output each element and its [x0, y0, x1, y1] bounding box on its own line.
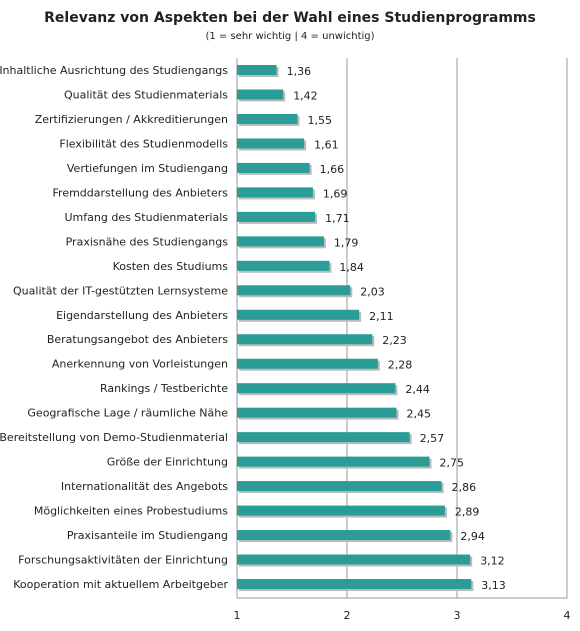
y-tick-label: Qualität des Studienmaterials: [64, 88, 228, 101]
data-label: 2,11: [369, 310, 394, 323]
chart-title: Relevanz von Aspekten bei der Wahl eines…: [44, 10, 536, 26]
data-label: 2,44: [405, 383, 430, 396]
y-tick-label: Internationalität des Angebots: [61, 480, 228, 493]
data-label: 1,69: [323, 187, 348, 200]
bar: [237, 187, 313, 198]
y-tick-label: Vertiefungen im Studiengang: [67, 162, 228, 175]
bar: [237, 530, 451, 541]
bar: [237, 383, 396, 394]
y-tick-label: Möglichkeiten eines Probestudiums: [34, 505, 228, 518]
y-tick-label: Flexibilität des Studienmodells: [59, 137, 228, 150]
y-tick-label: Qualität der IT-gestützten Lernsysteme: [13, 284, 228, 297]
data-label: 2,86: [452, 481, 477, 494]
data-label: 1,84: [339, 261, 364, 274]
bar: [237, 309, 360, 320]
y-tick-label: Rankings / Testberichte: [100, 382, 228, 395]
data-label: 2,28: [388, 359, 413, 372]
data-label: 1,66: [320, 163, 345, 176]
chart-subtitle: (1 = sehr wichtig | 4 = unwichtig): [205, 31, 374, 42]
bar: [237, 334, 373, 345]
data-label: 2,89: [455, 506, 480, 519]
bar: [237, 432, 410, 443]
bar: [237, 481, 442, 492]
x-tick-label: 1: [234, 609, 241, 622]
y-tick-label: Geografische Lage / räumliche Nähe: [27, 407, 228, 420]
bar: [237, 211, 316, 222]
x-tick-label: 4: [564, 609, 571, 622]
data-label: 1,42: [293, 89, 318, 102]
y-tick-label: Bereitstellung von Demo-Studienmaterial: [0, 431, 228, 444]
y-tick-label: Eigendarstellung des Anbieters: [56, 309, 228, 322]
x-tick-label: 2: [344, 609, 351, 622]
bar: [237, 113, 298, 124]
y-tick-label: Zertifizierungen / Akkreditierungen: [35, 113, 228, 126]
y-tick-label: Größe der Einrichtung: [107, 456, 228, 469]
bar: [237, 554, 471, 565]
bar: [237, 505, 445, 516]
bar: [237, 236, 324, 247]
bar: [237, 285, 351, 296]
data-label: 1,61: [314, 138, 339, 151]
y-tick-label: Anerkennung von Vorleistungen: [52, 358, 228, 371]
y-tick-label: Forschungsaktivitäten der Einrichtung: [18, 554, 228, 567]
bar: [237, 65, 277, 75]
y-tick-label: Inhaltliche Ausrichtung des Studiengangs: [0, 64, 228, 77]
data-label: 1,71: [325, 212, 350, 225]
y-tick-label: Fremddarstellung des Anbieters: [53, 186, 229, 199]
bar: [237, 579, 472, 589]
data-label: 2,03: [360, 285, 385, 298]
data-label: 1,36: [287, 65, 312, 78]
bar: [237, 260, 330, 271]
bar: [237, 162, 310, 173]
bar: [237, 456, 430, 467]
y-tick-label: Kosten des Studiums: [113, 260, 229, 273]
data-label: 3,13: [481, 579, 506, 592]
data-label: 2,45: [407, 408, 432, 421]
data-label: 2,75: [440, 457, 465, 470]
data-label: 2,57: [420, 432, 445, 445]
data-label: 3,12: [480, 555, 505, 568]
y-tick-label: Kooperation mit aktuellem Arbeitgeber: [13, 578, 228, 591]
y-tick-label: Praxisanteile im Studiengang: [67, 529, 228, 542]
data-label: 2,94: [460, 530, 485, 543]
bar: [237, 138, 305, 149]
y-tick-label: Beratungsangebot des Anbieters: [47, 333, 228, 346]
x-tick-label: 3: [454, 609, 461, 622]
y-tick-label: Praxisnähe des Studiengangs: [66, 235, 229, 248]
bar: [237, 89, 284, 100]
y-tick-label: Umfang des Studienmaterials: [65, 211, 229, 224]
bar: [237, 358, 378, 369]
data-label: 1,79: [334, 236, 359, 249]
data-label: 2,23: [382, 334, 407, 347]
bar: [237, 407, 397, 418]
data-label: 1,55: [308, 114, 333, 127]
